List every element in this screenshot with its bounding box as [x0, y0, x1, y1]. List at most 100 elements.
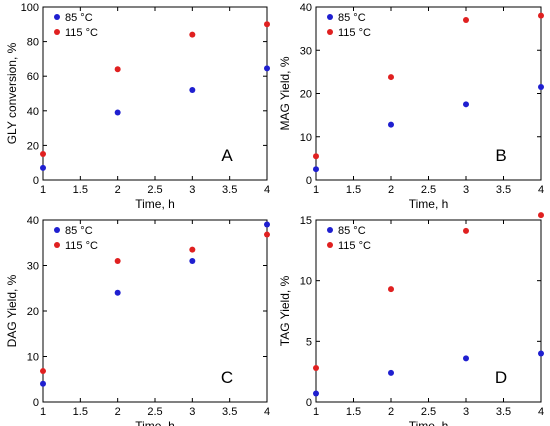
- y-tick-label: 40: [27, 215, 39, 227]
- x-tick-label: 1: [40, 184, 46, 196]
- y-tick-label: 0: [306, 397, 312, 409]
- data-point: [189, 257, 196, 264]
- y-tick-label: 20: [27, 140, 39, 152]
- data-point: [264, 221, 270, 228]
- y-tick-label: 60: [27, 71, 39, 83]
- x-tick-label: 3: [463, 406, 469, 418]
- data-point: [463, 16, 469, 23]
- data-point: [264, 65, 270, 72]
- legend-marker: [327, 227, 333, 233]
- legend-marker: [54, 29, 60, 35]
- legend-marker: [54, 242, 60, 248]
- y-tick-label: 40: [300, 2, 312, 14]
- y-tick-label: 15: [300, 215, 312, 227]
- x-axis-label: Time, h: [409, 197, 449, 211]
- data-point: [189, 246, 196, 253]
- data-point: [313, 166, 319, 173]
- x-tick-label: 3.5: [496, 406, 511, 418]
- data-point: [538, 350, 544, 357]
- data-point: [114, 109, 121, 116]
- y-tick-label: 20: [300, 89, 312, 101]
- x-tick-label: 2: [388, 184, 394, 196]
- panel-label: D: [495, 368, 507, 387]
- legend-marker: [327, 14, 333, 20]
- x-tick-label: 1.5: [346, 184, 361, 196]
- x-tick-label: 3: [463, 184, 469, 196]
- y-tick-label: 20: [27, 306, 39, 318]
- x-tick-label: 4: [264, 406, 270, 418]
- panel-label: C: [221, 368, 233, 387]
- data-point: [538, 212, 544, 219]
- legend-label: 85 °C: [338, 12, 366, 24]
- x-tick-label: 4: [264, 184, 270, 196]
- legend-label: 85 °C: [65, 225, 93, 237]
- legend-label: 85 °C: [65, 12, 93, 24]
- legend-label: 115 °C: [338, 27, 371, 39]
- y-tick-label: 0: [33, 175, 39, 187]
- legend-label: 85 °C: [338, 225, 366, 237]
- legend-label: 115 °C: [65, 240, 98, 252]
- y-tick-label: 10: [27, 352, 39, 364]
- data-point: [264, 231, 270, 238]
- x-tick-label: 2.5: [421, 406, 436, 418]
- legend-marker: [54, 227, 60, 233]
- x-tick-label: 4: [538, 184, 544, 196]
- data-point: [264, 21, 270, 28]
- x-tick-label: 1.5: [73, 184, 88, 196]
- x-tick-label: 4: [538, 406, 544, 418]
- y-axis-label: MAG Yield, %: [278, 56, 292, 130]
- y-axis-label: GLY conversion, %: [5, 42, 19, 144]
- y-tick-label: 30: [300, 45, 312, 57]
- data-point: [40, 151, 46, 158]
- data-point: [114, 257, 121, 264]
- data-point: [40, 164, 46, 171]
- data-point: [313, 390, 319, 397]
- chart-panel-d: 1 1.5 2 2.5 3 3.5 4 0 5 10 15 Time, h TAG Yield, % 85…: [278, 212, 544, 426]
- x-tick-label: 2.5: [421, 184, 436, 196]
- data-point: [538, 84, 544, 91]
- y-tick-label: 10: [300, 276, 312, 288]
- data-point: [40, 368, 46, 375]
- data-point: [463, 355, 469, 362]
- panel-label: A: [221, 146, 233, 165]
- y-axis-label: DAG Yield, %: [5, 274, 19, 347]
- x-tick-label: 1: [40, 406, 46, 418]
- x-tick-label: 1: [313, 406, 319, 418]
- x-tick-label: 3.5: [496, 184, 511, 196]
- data-point: [189, 31, 196, 38]
- y-tick-label: 40: [27, 106, 39, 118]
- data-point: [313, 153, 319, 160]
- x-tick-label: 2.5: [147, 184, 162, 196]
- x-tick-label: 2: [388, 406, 394, 418]
- x-axis-label: Time, h: [135, 197, 175, 211]
- data-point: [313, 365, 319, 372]
- x-tick-label: 1.5: [346, 406, 361, 418]
- y-tick-label: 5: [306, 336, 312, 348]
- data-point: [538, 12, 544, 19]
- legend-marker: [327, 242, 333, 248]
- x-tick-label: 3: [189, 184, 195, 196]
- y-tick-label: 10: [300, 132, 312, 144]
- legend-marker: [54, 14, 60, 20]
- data-point: [388, 369, 394, 376]
- x-tick-label: 3: [189, 406, 195, 418]
- data-point: [189, 87, 196, 94]
- data-point: [40, 380, 46, 387]
- x-tick-label: 2: [115, 406, 121, 418]
- data-point: [114, 289, 121, 296]
- data-point: [463, 227, 469, 234]
- x-tick-label: 3.5: [222, 184, 237, 196]
- legend-label: 115 °C: [338, 240, 371, 252]
- y-tick-label: 80: [27, 37, 39, 49]
- x-tick-label: 1.5: [73, 406, 88, 418]
- data-point: [114, 66, 121, 73]
- y-axis-label: TAG Yield, %: [278, 275, 292, 346]
- legend-label: 115 °C: [65, 27, 98, 39]
- data-point: [388, 74, 394, 81]
- y-tick-label: 0: [306, 175, 312, 187]
- data-point: [463, 101, 469, 108]
- y-tick-label: 100: [21, 2, 39, 14]
